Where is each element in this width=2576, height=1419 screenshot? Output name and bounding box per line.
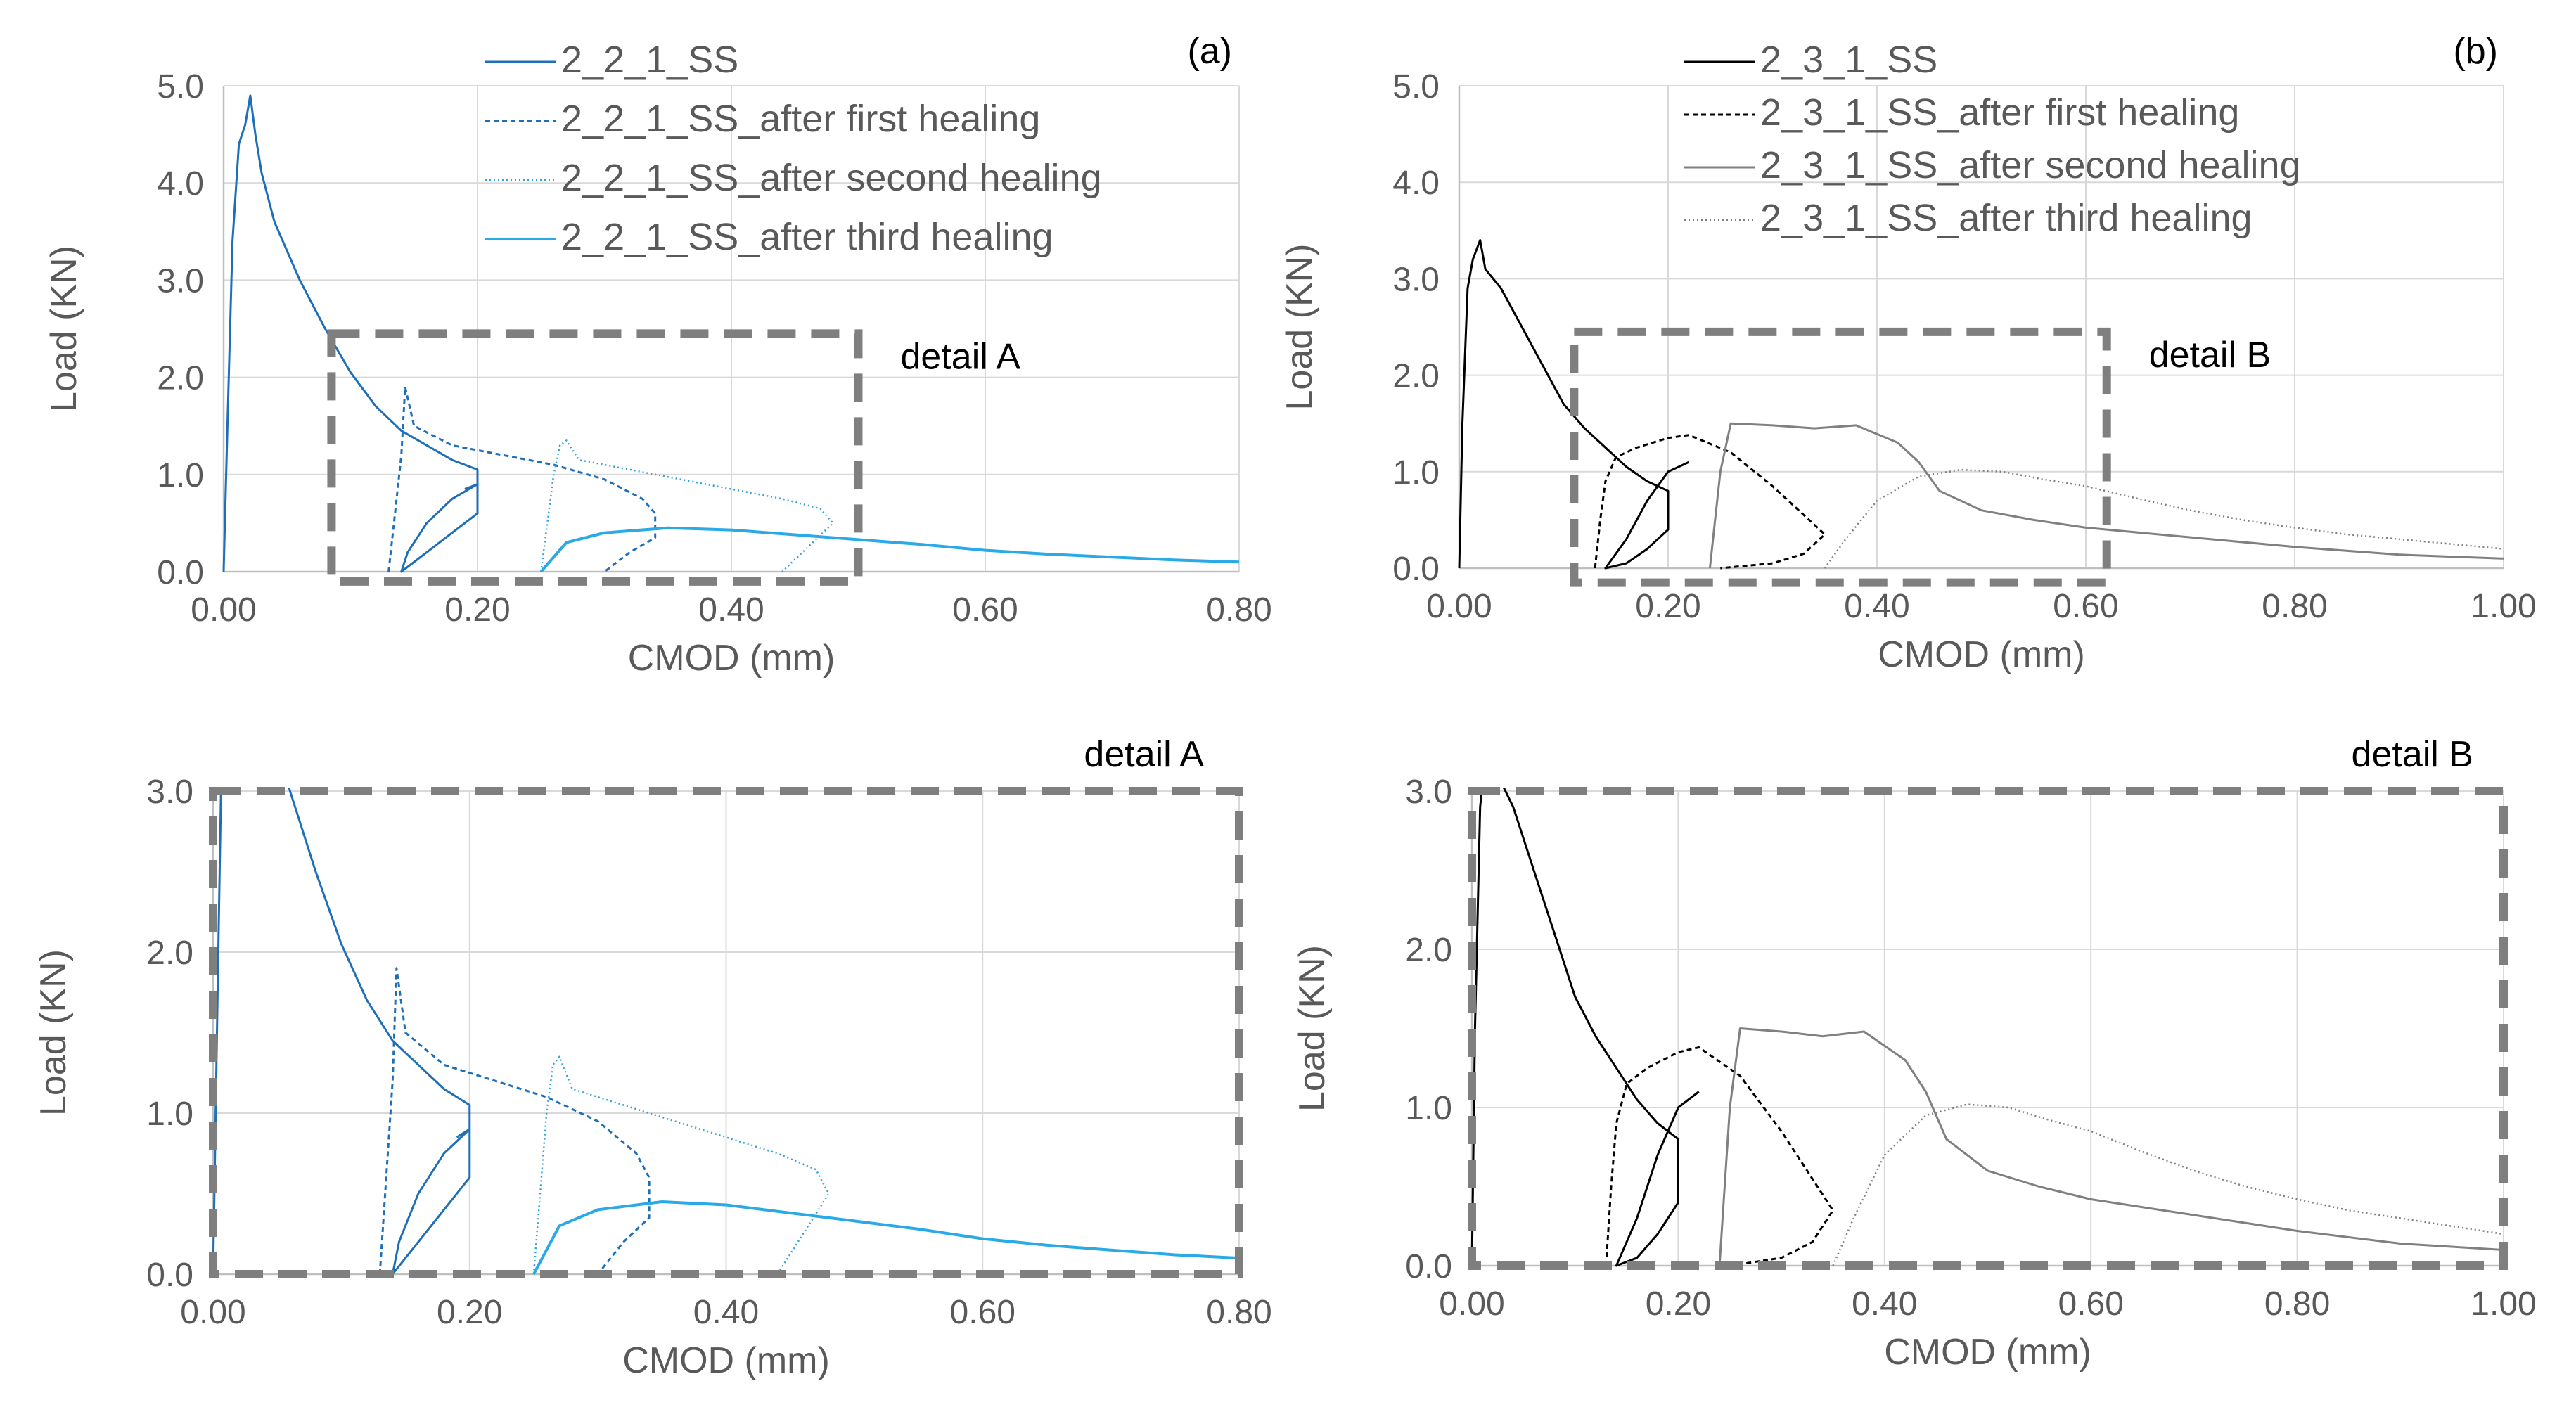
x-tick-label: 0.00 xyxy=(180,1294,245,1331)
y-tick-label: 5.0 xyxy=(157,68,204,105)
detail-frame xyxy=(1468,787,2508,1270)
x-tick-label: 0.60 xyxy=(2058,1285,2123,1323)
series-line-0 xyxy=(212,788,471,1276)
x-tick-label: 0.60 xyxy=(950,1294,1015,1331)
y-tick-label: 1.0 xyxy=(1405,1090,1452,1127)
y-tick-label: 1.0 xyxy=(146,1096,193,1133)
panel-a: 0.00 0.20 0.40 0.60 0.80 0.0 1.0 2.0 3.0 4.0 5.0 CM… xyxy=(44,31,1272,679)
y-tick-label: 3.0 xyxy=(146,773,193,811)
y-tick-label: 1.0 xyxy=(1392,454,1440,492)
x-tick-label: 0.20 xyxy=(437,1294,502,1331)
legend-entry-1: 2_3_1_SS_after first healing xyxy=(1760,91,2239,134)
series-line-3 xyxy=(1832,1103,2504,1266)
x-tick-label: 0.80 xyxy=(1206,1294,1271,1331)
legend-entry-0: 2_2_1_SS xyxy=(561,39,738,81)
panel-b-detail: 0.00 0.20 0.40 0.60 0.80 1.00 0.0 1.0 2.0 3.0 CMOD… xyxy=(1292,734,2537,1373)
series-line-2 xyxy=(532,1055,830,1275)
y-tick-label: 4.0 xyxy=(1392,165,1440,202)
detail-title: detail A xyxy=(1084,734,1204,775)
x-tick-label: 1.00 xyxy=(2471,588,2536,625)
series-line-3 xyxy=(1824,468,2504,569)
panel-label: (a) xyxy=(1187,31,1232,72)
x-tick-label: 0.00 xyxy=(1439,1285,1504,1323)
series-line-2 xyxy=(540,439,834,572)
x-tick-label: 0.00 xyxy=(1426,588,1492,625)
y-tick-label: 2.0 xyxy=(1405,932,1452,969)
x-tick-label: 0.40 xyxy=(1844,588,1909,625)
y-axis-label: Load (KN) xyxy=(33,949,74,1116)
y-tick-label: 3.0 xyxy=(1405,773,1452,811)
x-tick-label: 0.40 xyxy=(1852,1285,1917,1323)
x-tick-label: 0.80 xyxy=(1206,591,1271,629)
y-tick-label: 3.0 xyxy=(157,262,204,300)
x-axis-label: CMOD (mm) xyxy=(628,638,835,679)
series-group xyxy=(222,94,1240,573)
series-line-3 xyxy=(539,526,1240,573)
x-axis-label: CMOD (mm) xyxy=(1878,634,2085,675)
y-tick-label: 0.0 xyxy=(1405,1248,1452,1285)
series-group xyxy=(1458,239,2504,570)
y-tick-label: 1.0 xyxy=(157,457,204,494)
legend-entry-3: 2_2_1_SS_after third healing xyxy=(561,216,1053,258)
series-line-2 xyxy=(1708,422,2504,569)
detail-box xyxy=(327,329,863,586)
panel-b: 0.00 0.20 0.40 0.60 0.80 1.00 0.0 1.0 2.0 3.0 4.0 5… xyxy=(1279,31,2537,675)
y-axis-label: Load (KN) xyxy=(44,245,84,412)
series-line-0 xyxy=(1470,788,1700,1267)
y-tick-label: 5.0 xyxy=(1392,68,1440,105)
x-tick-label: 0.60 xyxy=(952,591,1018,629)
legend-entry-3: 2_3_1_SS_after third healing xyxy=(1760,197,2253,239)
legend-entry-2: 2_3_1_SS_after second healing xyxy=(1760,144,2301,186)
x-axis-label: CMOD (mm) xyxy=(622,1340,830,1381)
y-tick-label: 2.0 xyxy=(146,935,193,972)
y-tick-label: 4.0 xyxy=(157,165,204,203)
detail-box xyxy=(1570,327,2111,587)
x-tick-label: 0.20 xyxy=(444,591,510,629)
series-line-0 xyxy=(222,94,479,573)
x-tick-label: 0.40 xyxy=(693,1294,759,1331)
detail-title: detail B xyxy=(2352,734,2473,775)
series-group xyxy=(212,788,1240,1276)
detail-box-label: detail B xyxy=(2149,335,2271,375)
series-line-2 xyxy=(1718,1027,2504,1266)
y-axis-label: Load (KN) xyxy=(1292,945,1333,1112)
series-line-3 xyxy=(532,1200,1240,1275)
y-tick-label: 2.0 xyxy=(157,360,204,397)
x-tick-label: 0.80 xyxy=(2262,588,2327,625)
y-tick-label: 0.0 xyxy=(157,554,204,591)
legend-entry-0: 2_3_1_SS xyxy=(1760,39,1937,81)
legend-entry-1: 2_2_1_SS_after first healing xyxy=(561,98,1040,140)
series-line-1 xyxy=(1594,434,1826,570)
y-tick-label: 3.0 xyxy=(1392,261,1440,298)
series-line-0 xyxy=(1458,239,1690,570)
series-group xyxy=(1470,788,2504,1267)
y-axis-label: Load (KN) xyxy=(1279,244,1320,411)
x-tick-label: 0.40 xyxy=(698,591,764,629)
x-tick-label: 0.60 xyxy=(2053,588,2118,625)
y-tick-label: 0.0 xyxy=(1392,551,1440,588)
x-tick-label: 1.00 xyxy=(2471,1285,2536,1323)
series-line-1 xyxy=(387,385,657,573)
x-tick-label: 0.80 xyxy=(2264,1285,2330,1323)
detail-frame xyxy=(209,787,1243,1278)
legend-entry-2: 2_2_1_SS_after second healing xyxy=(561,157,1102,199)
x-tick-label: 0.20 xyxy=(1646,1285,1711,1323)
y-tick-label: 2.0 xyxy=(1392,358,1440,395)
series-line-1 xyxy=(1605,1046,1834,1267)
x-tick-label: 0.20 xyxy=(1635,588,1700,625)
panel-a-detail: 0.00 0.20 0.40 0.60 0.80 0.0 1.0 2.0 3.0 CMOD (mm… xyxy=(33,734,1272,1381)
detail-box-label: detail A xyxy=(901,336,1021,377)
x-tick-label: 0.00 xyxy=(191,591,256,629)
series-line-1 xyxy=(378,967,651,1275)
x-axis-label: CMOD (mm) xyxy=(1884,1332,2091,1373)
y-tick-label: 0.0 xyxy=(146,1257,193,1294)
panel-label: (b) xyxy=(2453,31,2498,72)
